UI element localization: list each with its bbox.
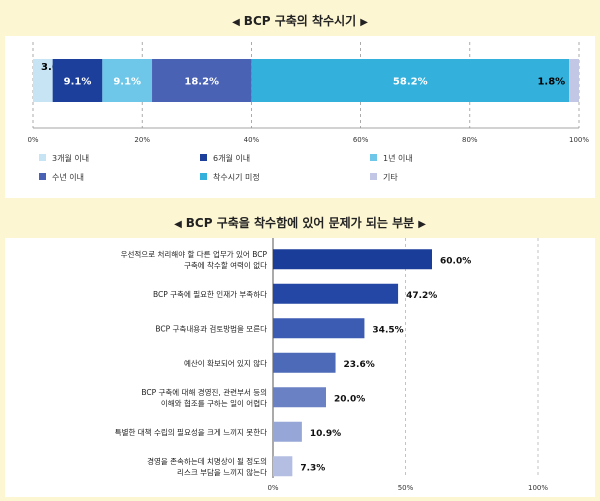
bar (273, 456, 293, 477)
category-label: 경영을 존속하는데 치명상이 될 정도의 (147, 456, 267, 466)
stacked-bar-segment (152, 59, 252, 102)
legend-label: 수년 이내 (52, 172, 84, 182)
bar (273, 249, 432, 270)
legend-label: 기타 (383, 173, 398, 182)
bar (273, 318, 365, 339)
x-tick-label: 0% (267, 484, 278, 492)
category-label: 우선적으로 처리해야 할 다른 업무가 있어 BCP (121, 249, 268, 259)
category-label: 특별한 대책 수립의 필요성을 크게 느끼지 못한다 (115, 427, 267, 437)
x-tick-label: 100% (569, 136, 589, 144)
x-tick-label: 80% (462, 136, 478, 144)
stacked-bar-segment (52, 59, 103, 102)
segment-value-label: 1.8% (537, 77, 565, 88)
x-tick-label: 60% (353, 136, 369, 144)
bar-value-label: 7.3% (300, 463, 325, 473)
stacked-bar-segment (102, 59, 153, 102)
legend-swatch (39, 173, 46, 180)
x-tick-label: 50% (398, 484, 414, 492)
bar-value-label: 23.6% (344, 360, 375, 370)
legend-swatch (200, 154, 207, 161)
category-label: 예산이 확보되어 있지 않다 (184, 358, 267, 368)
bar-value-label: 34.5% (372, 325, 403, 335)
bar-value-label: 10.9% (310, 429, 341, 439)
bar (273, 421, 302, 442)
stacked-bar-segment (569, 59, 579, 102)
bar (273, 283, 399, 304)
chart2-panel: 0% 50% 100% 60.0% 우선적으로 처리해야 할 다른 업무가 있어 BCP… (5, 238, 595, 497)
stacked-bar-segment (251, 59, 570, 102)
legend-label: 6개월 이내 (213, 153, 250, 163)
chart1-panel: 0%20%40%60%80%100%3.6%9.1%9.1%18.2%58.2%… (5, 36, 595, 198)
segment-value-label: 18.2% (184, 77, 219, 88)
stacked-bar-segment (33, 59, 53, 102)
segment-value-label: 9.1% (113, 77, 141, 88)
stacked-bar-chart: 0%20%40%60%80%100%3.6%9.1%9.1%18.2%58.2%… (27, 42, 589, 182)
x-tick-label: 40% (244, 136, 260, 144)
legend-label: 착수시기 미정 (213, 172, 260, 182)
category-label: 이해와 협조를 구하는 일이 어렵다 (161, 398, 267, 408)
x-tick-label: 0% (27, 136, 38, 144)
legend-label: 3개월 이내 (52, 153, 89, 163)
segment-value-label: 9.1% (64, 77, 92, 88)
chart1-title: ◀ BCP 구축의 착수시기 ▶ (232, 14, 368, 28)
bar-value-label: 60.0% (440, 256, 471, 266)
category-label: BCP 구축에 대해 경영진, 관련부서 등의 (141, 387, 267, 397)
legend-swatch (200, 173, 207, 180)
horizontal-bar-chart: 0% 50% 100% 60.0% 우선적으로 처리해야 할 다른 업무가 있어 BCP… (115, 238, 548, 492)
bar (273, 352, 336, 373)
bar (273, 387, 326, 408)
x-tick-label: 20% (134, 136, 150, 144)
legend-swatch (370, 154, 377, 161)
category-label: BCP 구축내용과 검토방법을 모른다 (155, 323, 267, 333)
legend-swatch (370, 173, 377, 180)
x-tick-label: 100% (528, 484, 548, 492)
legend-label: 1년 이내 (383, 153, 413, 163)
category-label: 리스크 부담을 느끼지 않는다 (177, 467, 267, 477)
segment-value-label: 58.2% (393, 77, 428, 88)
category-label: BCP 구축에 필요한 인재가 부족하다 (153, 289, 267, 299)
legend-swatch (39, 154, 46, 161)
bar-value-label: 47.2% (406, 291, 437, 301)
category-label: 구축에 착수할 여력이 없다 (184, 260, 267, 270)
bar-value-label: 20.0% (334, 394, 365, 404)
chart2-title: ◀ BCP 구축을 착수함에 있어 문제가 되는 부분 ▶ (174, 216, 426, 230)
